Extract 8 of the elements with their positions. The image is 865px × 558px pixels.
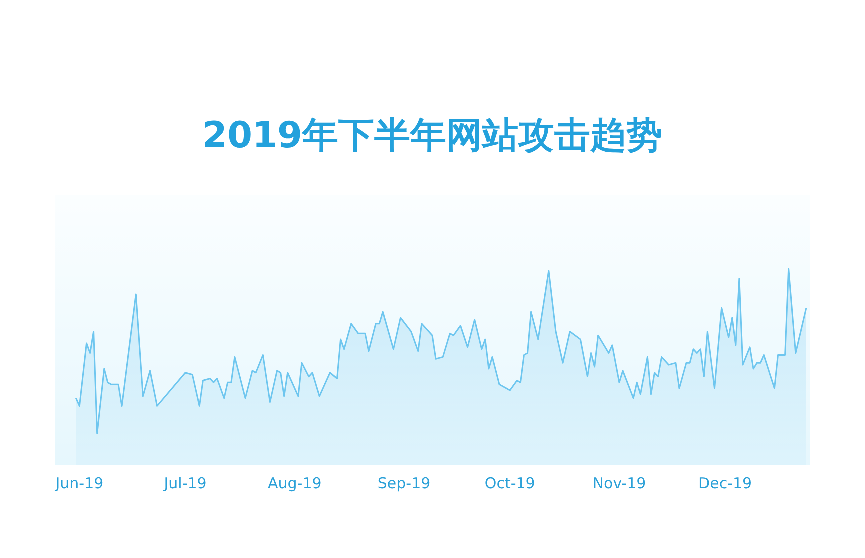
x-tick-label: Jun-19	[54, 474, 104, 492]
x-tick-label: Nov-19	[592, 474, 646, 492]
x-tick-label: Oct-19	[484, 474, 536, 492]
x-tick-label: Aug-19	[268, 474, 322, 492]
chart-title: 2019年下半年网站攻击趋势	[202, 116, 663, 156]
x-tick-label: Jul-19	[163, 474, 207, 492]
x-tick-label: Sep-19	[378, 474, 431, 492]
x-tick-label: Dec-19	[698, 474, 752, 492]
